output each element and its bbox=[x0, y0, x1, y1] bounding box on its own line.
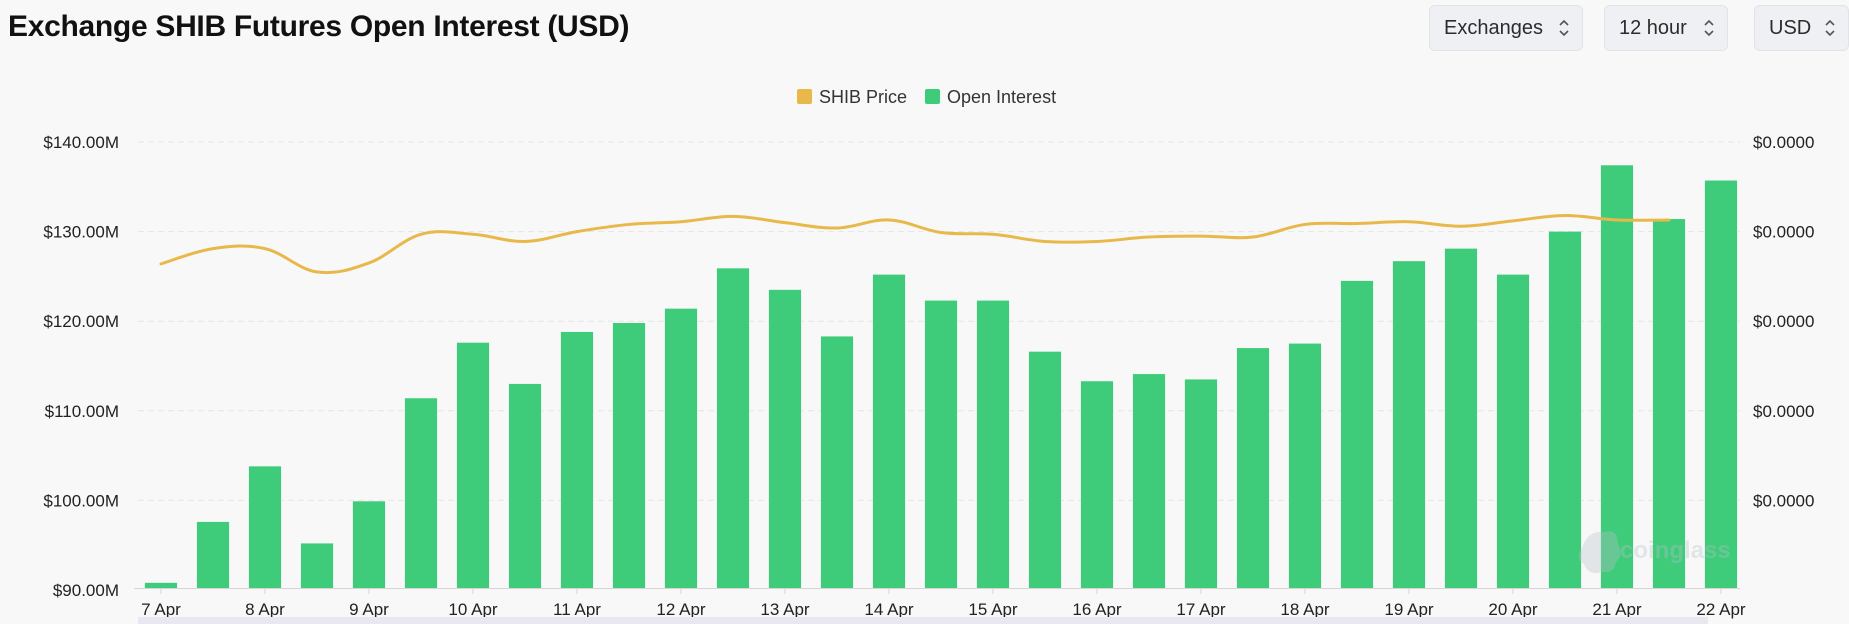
open-interest-bar[interactable] bbox=[872, 274, 906, 588]
watermark-text: coinglass bbox=[1620, 537, 1731, 564]
x-tick-label: 13 Apr bbox=[760, 600, 809, 619]
price-line bbox=[159, 213, 1671, 275]
page-title: Exchange SHIB Futures Open Interest (USD… bbox=[8, 10, 630, 43]
x-tick-label: 15 Apr bbox=[968, 600, 1017, 619]
y-tick-label: $120.00M bbox=[43, 312, 119, 331]
chart-legend[interactable]: SHIB Price Open Interest bbox=[797, 87, 1056, 107]
chevron-up-down-icon bbox=[1559, 19, 1569, 37]
exchanges-select-label: Exchanges bbox=[1444, 16, 1543, 39]
y-axis-right: $0.0000 $0.0000 $0.0000 $0.0000 $0.0000 bbox=[1753, 133, 1814, 510]
open-interest-bar[interactable] bbox=[144, 582, 178, 588]
open-interest-bar[interactable] bbox=[196, 521, 230, 588]
open-interest-bar[interactable] bbox=[1028, 351, 1062, 588]
open-interest-bar[interactable] bbox=[716, 268, 750, 588]
y-right-tick-label: $0.0000 bbox=[1753, 312, 1814, 331]
x-axis: 7 Apr 8 Apr 9 Apr 10 Apr 11 Apr 12 Apr 13 Apr 1… bbox=[134, 588, 1746, 619]
y-right-tick-label: $0.0000 bbox=[1753, 133, 1814, 152]
x-tick-label: 21 Apr bbox=[1592, 600, 1641, 619]
x-tick-label: 12 Apr bbox=[656, 600, 705, 619]
coinglass-logo-icon bbox=[1578, 531, 1621, 573]
chevron-up-down-icon bbox=[1825, 19, 1835, 37]
open-interest-bar[interactable] bbox=[560, 331, 594, 588]
legend-label-open-interest: Open Interest bbox=[947, 87, 1056, 107]
open-interest-bar[interactable] bbox=[924, 300, 958, 588]
open-interest-bar[interactable] bbox=[1184, 379, 1218, 588]
open-interest-bar[interactable] bbox=[820, 336, 854, 588]
open-interest-bar[interactable] bbox=[300, 543, 334, 588]
open-interest-bar[interactable] bbox=[664, 308, 698, 588]
x-tick-label: 18 Apr bbox=[1280, 600, 1329, 619]
x-tick-label: 7 Apr bbox=[141, 600, 181, 619]
interval-select-label: 12 hour bbox=[1619, 16, 1687, 39]
open-interest-bar[interactable] bbox=[1496, 274, 1530, 588]
open-interest-bar[interactable] bbox=[1340, 280, 1374, 588]
x-tick-label: 11 Apr bbox=[553, 600, 601, 619]
open-interest-bar[interactable] bbox=[1600, 165, 1634, 588]
currency-select-label: USD bbox=[1769, 16, 1812, 39]
open-interest-bar[interactable] bbox=[976, 300, 1010, 588]
x-tick-label: 22 Apr bbox=[1696, 600, 1745, 619]
y-tick-label: $130.00M bbox=[43, 223, 119, 242]
open-interest-bar[interactable] bbox=[1132, 374, 1166, 588]
currency-select[interactable]: USD bbox=[1754, 5, 1849, 51]
x-tick-label: 17 Apr bbox=[1176, 600, 1225, 619]
legend-item-price[interactable]: SHIB Price bbox=[797, 87, 907, 107]
open-interest-bar[interactable] bbox=[508, 383, 542, 588]
x-tick-label: 10 Apr bbox=[448, 600, 497, 619]
x-tick-label: 19 Apr bbox=[1384, 600, 1433, 619]
x-tick-label: 16 Apr bbox=[1072, 600, 1121, 619]
y-tick-label: $100.00M bbox=[43, 491, 119, 510]
legend-swatch-open-interest bbox=[925, 89, 940, 104]
interval-select[interactable]: 12 hour bbox=[1604, 5, 1728, 51]
y-right-tick-label: $0.0000 bbox=[1753, 402, 1814, 421]
y-tick-label: $90.00M bbox=[53, 581, 119, 600]
open-interest-bar[interactable] bbox=[1704, 180, 1738, 588]
y-tick-label: $140.00M bbox=[43, 133, 119, 152]
y-right-tick-label: $0.0000 bbox=[1753, 491, 1814, 510]
open-interest-bar[interactable] bbox=[1236, 348, 1270, 588]
open-interest-bar[interactable] bbox=[768, 289, 802, 588]
exchanges-select[interactable]: Exchanges bbox=[1429, 5, 1583, 51]
open-interest-bars bbox=[144, 165, 1738, 588]
x-tick-label: 9 Apr bbox=[349, 600, 389, 619]
legend-label-price: SHIB Price bbox=[819, 87, 907, 107]
chart-scroll-track[interactable] bbox=[138, 617, 1708, 624]
legend-item-open-interest[interactable]: Open Interest bbox=[925, 87, 1056, 107]
shib-price-line[interactable] bbox=[159, 213, 1671, 275]
open-interest-bar[interactable] bbox=[352, 501, 386, 588]
x-tick-label: 8 Apr bbox=[245, 600, 285, 619]
open-interest-bar[interactable] bbox=[1444, 248, 1478, 588]
coinglass-watermark: coinglass bbox=[1578, 531, 1731, 573]
y-right-tick-label: $0.0000 bbox=[1753, 223, 1814, 242]
chevron-up-down-icon bbox=[1704, 19, 1714, 37]
open-interest-bar[interactable] bbox=[1080, 381, 1114, 588]
y-tick-label: $110.00M bbox=[45, 402, 119, 421]
open-interest-bar[interactable] bbox=[1548, 231, 1582, 588]
y-axis-left: $90.00M $100.00M $110.00M $120.00M $130.00M $… bbox=[43, 133, 119, 600]
x-tick-label: 14 Apr bbox=[864, 600, 913, 619]
open-interest-bar[interactable] bbox=[248, 466, 282, 588]
open-interest-bar[interactable] bbox=[1652, 219, 1686, 588]
open-interest-bar[interactable] bbox=[1288, 343, 1322, 588]
x-tick-label: 20 Apr bbox=[1488, 600, 1537, 619]
legend-swatch-price bbox=[797, 89, 812, 104]
open-interest-bar[interactable] bbox=[456, 342, 490, 588]
open-interest-bar[interactable] bbox=[612, 322, 646, 588]
open-interest-bar[interactable] bbox=[1392, 261, 1426, 588]
open-interest-bar[interactable] bbox=[404, 398, 438, 588]
